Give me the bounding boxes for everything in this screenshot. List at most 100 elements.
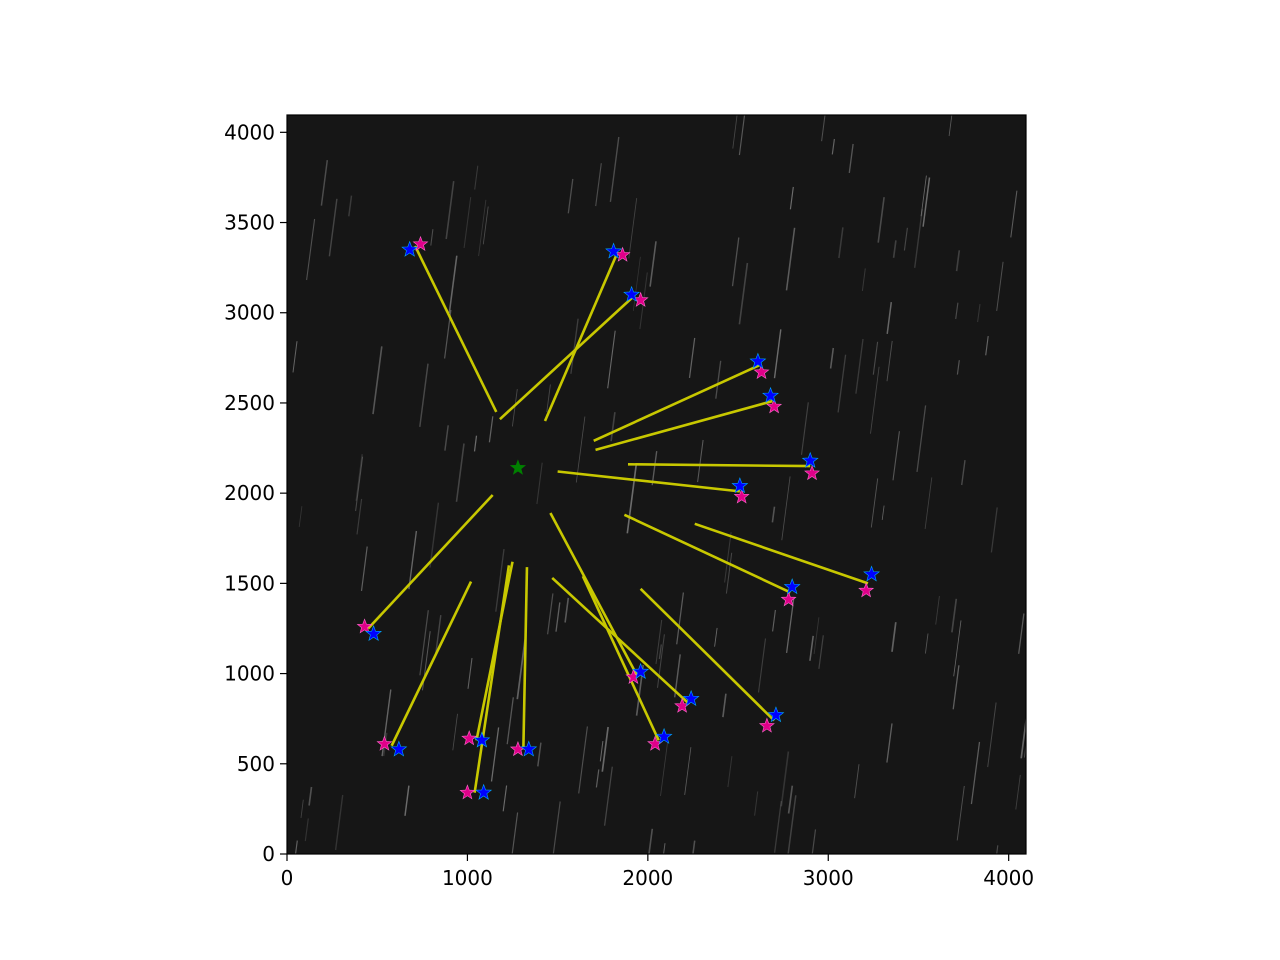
detected-star-marker (783, 578, 801, 595)
star-streak (886, 723, 893, 763)
star-streak (304, 818, 309, 842)
star-streak (953, 620, 962, 677)
star-streak (1010, 190, 1018, 238)
match-vector (499, 295, 635, 421)
star-streak (656, 634, 665, 688)
match-vector (551, 577, 689, 704)
star-streak (731, 237, 740, 287)
star-streak (924, 477, 933, 529)
star-streak (552, 801, 561, 854)
star-streak (355, 454, 363, 501)
star-streak (956, 785, 965, 841)
star-streak (948, 115, 953, 137)
star-streak (987, 702, 997, 768)
detected-star-marker (749, 352, 767, 369)
star-streak (692, 840, 696, 854)
star-streak (308, 786, 313, 806)
star-streak (861, 268, 866, 291)
y-tick-label: 3000 (224, 301, 275, 325)
star-streak (996, 261, 1004, 311)
star-streak (886, 302, 893, 334)
match-vector (475, 561, 514, 741)
star-streak (595, 769, 600, 788)
star-streak (435, 615, 442, 654)
star-streak (715, 360, 722, 399)
match-vector (557, 470, 740, 493)
star-streak (800, 402, 809, 455)
star-streak (773, 801, 782, 853)
star-streak (738, 115, 746, 156)
match-vector (627, 462, 811, 468)
star-streak (916, 405, 927, 472)
star-streak (838, 227, 844, 259)
match-vector (543, 252, 619, 422)
match-vector (595, 399, 773, 452)
star-streak (785, 597, 795, 653)
star-streak (854, 764, 860, 799)
detected-star-marker (762, 386, 779, 403)
star-streak (595, 163, 602, 207)
star-streak (951, 598, 958, 633)
star-streak (511, 389, 518, 427)
match-vector (367, 494, 494, 630)
catalog-star-marker (780, 591, 797, 607)
star-streak (570, 318, 579, 374)
detected-star-marker (520, 740, 538, 757)
star-streak (787, 785, 794, 814)
star-streak (924, 633, 929, 654)
star-streak (578, 726, 588, 794)
match-vector (522, 567, 529, 750)
star-streak (837, 354, 847, 413)
match-vectors (367, 245, 869, 793)
catalog-star-marker (758, 717, 775, 733)
star-streak (813, 617, 820, 654)
star-streak (961, 460, 966, 486)
star-streak (502, 785, 508, 812)
star-streak (877, 197, 885, 243)
star-streak (990, 507, 998, 553)
star-streak (467, 657, 473, 689)
x-tick-label: 1000 (442, 866, 493, 890)
catalog-star-marker (614, 246, 631, 262)
center-marker (509, 459, 527, 475)
x-tick-label: 0 (281, 866, 294, 890)
star-streak (996, 845, 999, 854)
star-streak (626, 464, 638, 534)
star-streak (536, 462, 543, 505)
catalog-star-marker (356, 618, 373, 634)
star-streak (328, 198, 338, 257)
star-streak (914, 209, 923, 268)
detected-star-marker (475, 783, 493, 800)
y-tick-label: 3500 (224, 211, 275, 235)
star-streak (408, 530, 418, 590)
star-streak (724, 532, 732, 583)
star-streak (300, 799, 304, 818)
y-tick-label: 2000 (224, 481, 275, 505)
plot-area (286, 114, 1027, 855)
detected-star-marker (390, 740, 408, 757)
x-tick-label: 3000 (803, 866, 854, 890)
star-streak (564, 597, 570, 623)
detected-stars (365, 240, 880, 800)
x-tick-label: 2000 (622, 866, 673, 890)
star-streak (985, 336, 989, 356)
match-vector (473, 565, 511, 793)
match-vector (639, 587, 776, 722)
x-axis: 0 1000 2000 3000 4000 (281, 854, 1034, 890)
star-streak (684, 747, 692, 795)
detected-star-marker (655, 727, 673, 744)
star-streak (546, 593, 554, 635)
star-streak (935, 596, 940, 625)
star-streak (463, 197, 472, 248)
star-streak (970, 741, 981, 805)
star-streak (419, 610, 429, 676)
plot-frame (286, 114, 1027, 855)
match-vector (413, 245, 498, 413)
detected-star-marker (863, 565, 880, 582)
match-vector (390, 581, 473, 747)
star-streak (567, 178, 574, 214)
star-streak (537, 742, 542, 767)
star-streak (495, 549, 505, 612)
star-streak (1015, 774, 1021, 810)
star-streak (789, 186, 794, 210)
